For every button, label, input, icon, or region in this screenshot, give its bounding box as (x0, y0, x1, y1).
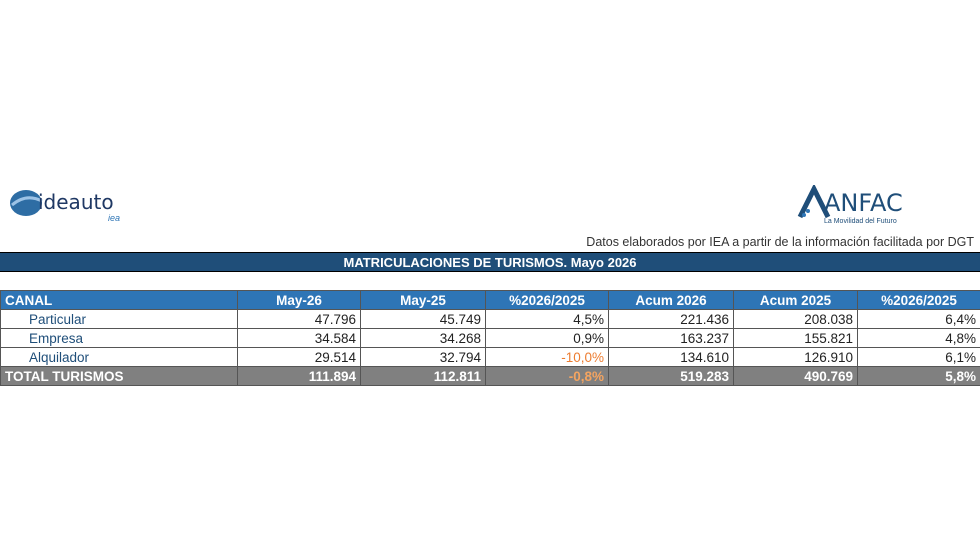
cell: 0,9% (485, 328, 609, 348)
cell: 221.436 (608, 309, 734, 329)
cell: 47.796 (237, 309, 361, 329)
header-cell: Acum 2025 (733, 290, 858, 310)
ideauto-logo: ideauto iea (10, 190, 120, 223)
cell: 490.769 (733, 366, 858, 386)
cell: 5,8% (857, 366, 980, 386)
cell: 45.749 (360, 309, 486, 329)
logo-a (797, 185, 831, 219)
source-note: Datos elaborados por IEA a partir de la … (586, 235, 974, 249)
data-row: Empresa 34.584 34.268 0,9% 163.237 155.821 4,8… (0, 328, 980, 348)
cell: 34.584 (237, 328, 361, 348)
cell: 111.894 (237, 366, 361, 386)
logo-globe (10, 190, 42, 216)
cell: 29.514 (237, 347, 361, 367)
cell: 134.610 (608, 347, 734, 367)
cell: 112.811 (360, 366, 486, 386)
cell: 32.794 (360, 347, 486, 367)
logo-text: ideauto (38, 190, 114, 214)
cell: 519.283 (608, 366, 734, 386)
data-row: Alquilador 29.514 32.794 -10,0% 134.610 126.9… (0, 347, 980, 367)
cell: 4,8% (857, 328, 980, 348)
header-cell: %2026/2025 (857, 290, 980, 310)
logo-text: ANFAC (824, 189, 903, 217)
logo-tagline: La Movilidad del Futuro (824, 218, 897, 225)
cell: 155.821 (733, 328, 858, 348)
cell: 208.038 (733, 309, 858, 329)
anfac-logo: ANFAC La Movilidad del Futuro (797, 185, 903, 225)
row-label: Particular (0, 309, 238, 329)
header-cell: CANAL (0, 290, 238, 310)
table-title: MATRICULACIONES DE TURISMOS. Mayo 2026 (0, 252, 980, 272)
header-cell: %2026/2025 (485, 290, 609, 310)
cell: 126.910 (733, 347, 858, 367)
row-label: Alquilador (0, 347, 238, 367)
row-label: TOTAL TURISMOS (0, 366, 238, 386)
header-cell: Acum 2026 (608, 290, 734, 310)
cell: 163.237 (608, 328, 734, 348)
cell: -10,0% (485, 347, 609, 367)
header-cell: May-25 (360, 290, 486, 310)
logo-subtext: iea (108, 213, 120, 223)
header-row: CANAL May-26 May-25 %2026/2025 Acum 2026 Acum… (0, 290, 980, 310)
data-table: CANAL May-26 May-25 %2026/2025 Acum 2026 Acum… (0, 290, 980, 386)
cell: 6,1% (857, 347, 980, 367)
data-row: Particular 47.796 45.749 4,5% 221.436 208.038… (0, 309, 980, 329)
cell: -0,8% (485, 366, 609, 386)
cell: 34.268 (360, 328, 486, 348)
cell: 6,4% (857, 309, 980, 329)
row-label: Empresa (0, 328, 238, 348)
logo-dot (806, 209, 810, 213)
header-cell: May-26 (237, 290, 361, 310)
total-row: TOTAL TURISMOS 111.894 112.811 -0,8% 519.283… (0, 366, 980, 386)
cell: 4,5% (485, 309, 609, 329)
logo-swoosh (11, 196, 43, 207)
logo-dot (802, 213, 806, 217)
